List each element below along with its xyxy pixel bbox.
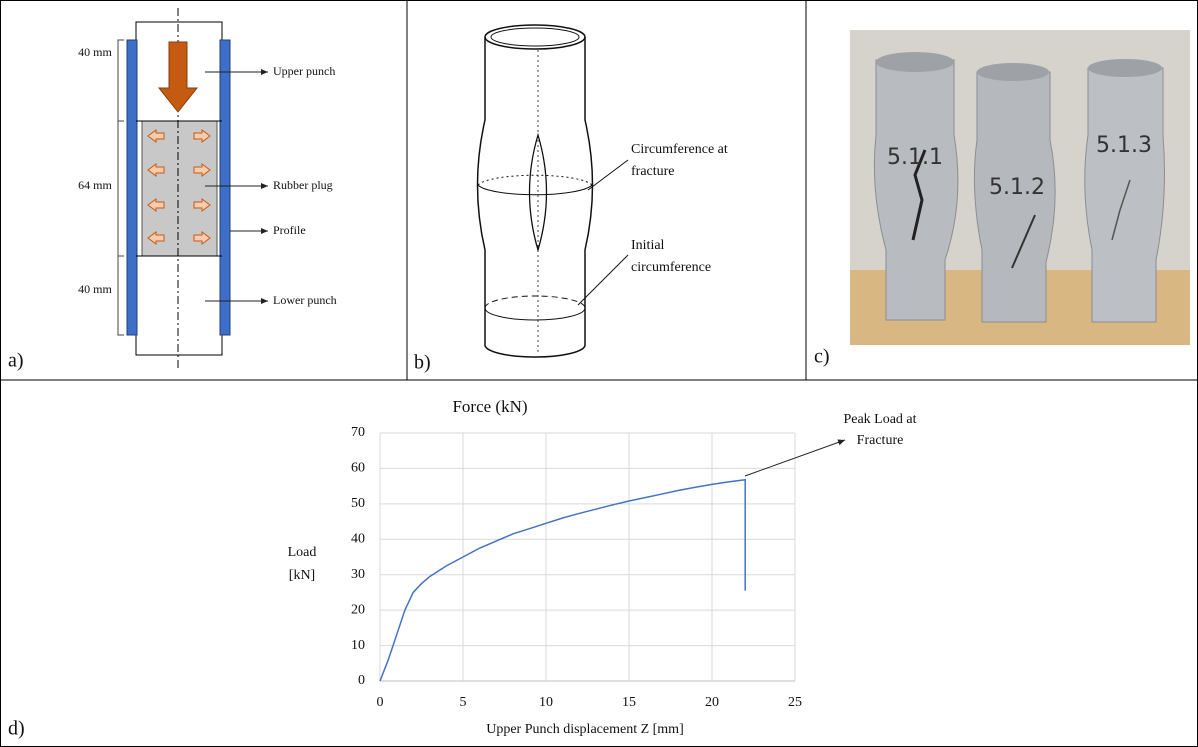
- dimension-bracket: [118, 40, 124, 335]
- part-label: Upper punch: [273, 64, 335, 78]
- panel-label: b): [414, 352, 431, 374]
- callout: fracture: [631, 164, 675, 179]
- dimension: 64 mm: [78, 178, 112, 192]
- tube-end: [876, 52, 954, 72]
- dimension: 40 mm: [78, 45, 112, 59]
- part-label: Profile: [273, 223, 306, 237]
- drawing-bg: [467, 10, 775, 365]
- tube-photo: [874, 60, 958, 320]
- x-tick-label: 15: [622, 695, 636, 710]
- x-axis-label: Upper Punch displacement Z [mm]: [486, 722, 684, 737]
- profile-wall: [127, 40, 137, 335]
- data-line: [380, 480, 745, 681]
- profile-wall: [220, 40, 230, 335]
- x-tick-label: 20: [705, 695, 719, 710]
- y-tick-label: 70: [351, 425, 365, 440]
- x-tick-label: 25: [788, 695, 802, 710]
- x-tick-label: 0: [377, 695, 384, 710]
- x-tick-label: 10: [539, 695, 553, 710]
- chart-title: Force (kN): [452, 397, 527, 416]
- y-tick-label: 0: [358, 673, 365, 688]
- chart: 0 10 20 30 40 50 60 70 0 5 10 15 20 25: [351, 425, 845, 710]
- y-axis-label: Load: [288, 545, 317, 560]
- part-label: Rubber plug: [273, 178, 333, 192]
- specimen-label: 5.1.2: [989, 175, 1045, 200]
- y-tick-label: 40: [351, 532, 365, 547]
- specimen-label: 5.1.3: [1096, 133, 1152, 158]
- x-tick-label: 5: [460, 695, 467, 710]
- panel-label: c): [814, 346, 830, 368]
- annotation: Peak Load at: [843, 412, 916, 427]
- y-tick-label: 50: [351, 496, 365, 511]
- panel-label: a): [8, 350, 24, 372]
- dimension: 40 mm: [78, 282, 112, 296]
- y-tick-label: 20: [351, 602, 365, 617]
- y-tick-label: 10: [351, 638, 365, 653]
- y-tick-label: 30: [351, 567, 365, 582]
- specimen-label: 5.1.1: [887, 145, 943, 170]
- tube-end: [1088, 59, 1162, 77]
- panel-label: d): [8, 718, 25, 740]
- y-axis-label: [kN]: [289, 568, 315, 583]
- panel-b: [467, 10, 775, 365]
- callout: circumference: [631, 260, 711, 275]
- callout: Circumference at: [631, 142, 728, 157]
- y-tick-label: 60: [351, 461, 365, 476]
- figure: 40 mm 64 mm 40 mm Upper punch Rubber plu…: [0, 0, 1198, 747]
- tube-end: [977, 63, 1049, 81]
- annotation: Fracture: [857, 433, 904, 448]
- part-label: Lower punch: [273, 293, 337, 307]
- callout: Initial: [631, 238, 665, 253]
- panel-a: 40 mm 64 mm 40 mm Upper punch Rubber plu…: [8, 8, 337, 372]
